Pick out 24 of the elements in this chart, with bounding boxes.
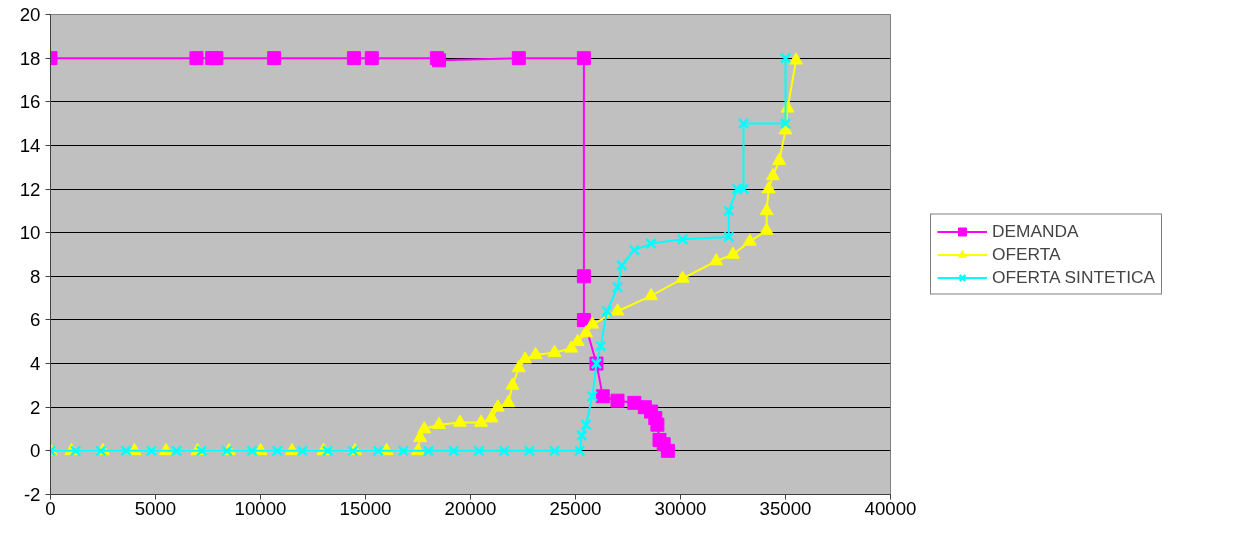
legend-label: OFERTA xyxy=(992,243,1061,265)
y-tick-label: 6 xyxy=(30,309,41,331)
y-tick-label: 10 xyxy=(19,222,41,244)
x-tick-label: 10000 xyxy=(234,497,287,519)
y-tick-label: 20 xyxy=(19,4,41,25)
y-tick-label: 12 xyxy=(19,178,41,200)
x-tick-label: 0 xyxy=(45,497,56,519)
y-tick-label: 8 xyxy=(30,265,41,287)
x-tick-label: 5000 xyxy=(134,497,177,519)
y-tick-label: 18 xyxy=(19,47,41,69)
y-tick-label: 14 xyxy=(19,134,41,156)
x-tick-label: 30000 xyxy=(654,497,707,519)
x-tick-label: 35000 xyxy=(759,497,812,519)
y-tick-label: 0 xyxy=(30,440,41,462)
x-tick-label: 15000 xyxy=(339,497,392,519)
x-tick-label: 20000 xyxy=(444,497,497,519)
y-tick-label: 16 xyxy=(19,91,41,113)
y-tick-label: 2 xyxy=(30,396,41,418)
x-tick-label: 25000 xyxy=(549,497,602,519)
y-tick-label: -2 xyxy=(23,484,41,505)
legend-label: DEMANDA xyxy=(992,220,1079,242)
y-tick-label: 4 xyxy=(30,353,41,375)
legend-label: OFERTA SINTETICA xyxy=(992,266,1156,288)
x-tick-label: 40000 xyxy=(864,497,917,519)
